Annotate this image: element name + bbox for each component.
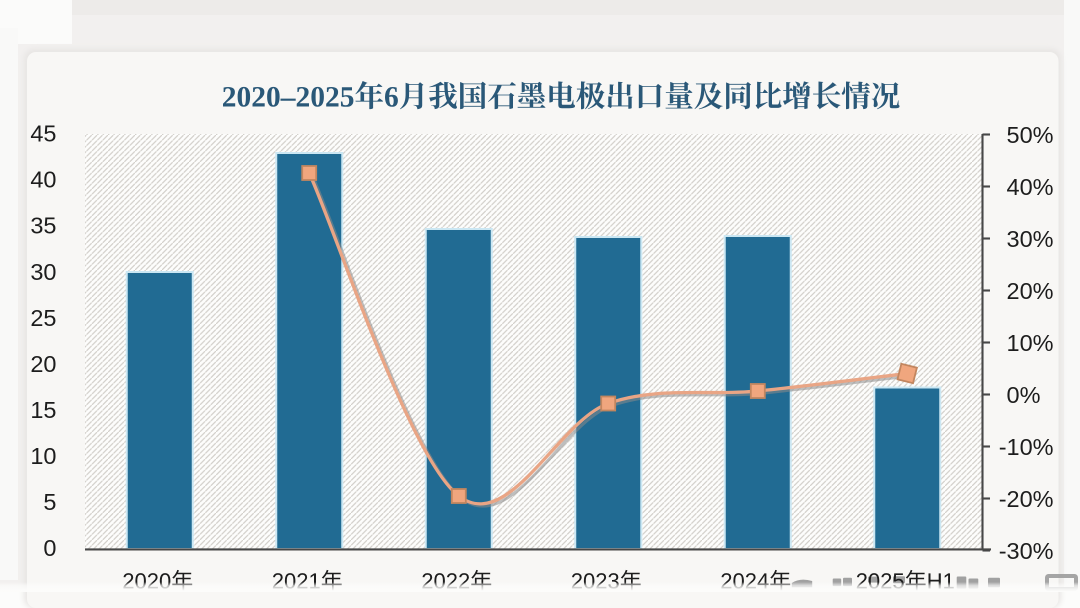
svg-text:0: 0 <box>43 535 56 561</box>
svg-text:5: 5 <box>43 489 56 515</box>
svg-text:50%: 50% <box>1007 122 1054 148</box>
svg-text:30%: 30% <box>1007 226 1054 252</box>
svg-text:-30%: -30% <box>999 538 1054 564</box>
svg-text:40: 40 <box>30 167 56 193</box>
svg-text:10%: 10% <box>1007 330 1054 356</box>
svg-text:0%: 0% <box>1007 382 1041 408</box>
svg-text:20: 20 <box>30 351 56 377</box>
svg-text:-10%: -10% <box>999 434 1054 460</box>
svg-text:40%: 40% <box>1007 174 1054 200</box>
svg-text:15: 15 <box>30 397 56 423</box>
svg-text:35: 35 <box>30 213 56 239</box>
svg-text:20%: 20% <box>1007 278 1054 304</box>
svg-text:45: 45 <box>30 121 56 147</box>
svg-text:-20%: -20% <box>999 486 1054 512</box>
svg-text:30: 30 <box>30 259 56 285</box>
svg-text:25: 25 <box>30 305 56 331</box>
svg-text:10: 10 <box>30 443 56 469</box>
